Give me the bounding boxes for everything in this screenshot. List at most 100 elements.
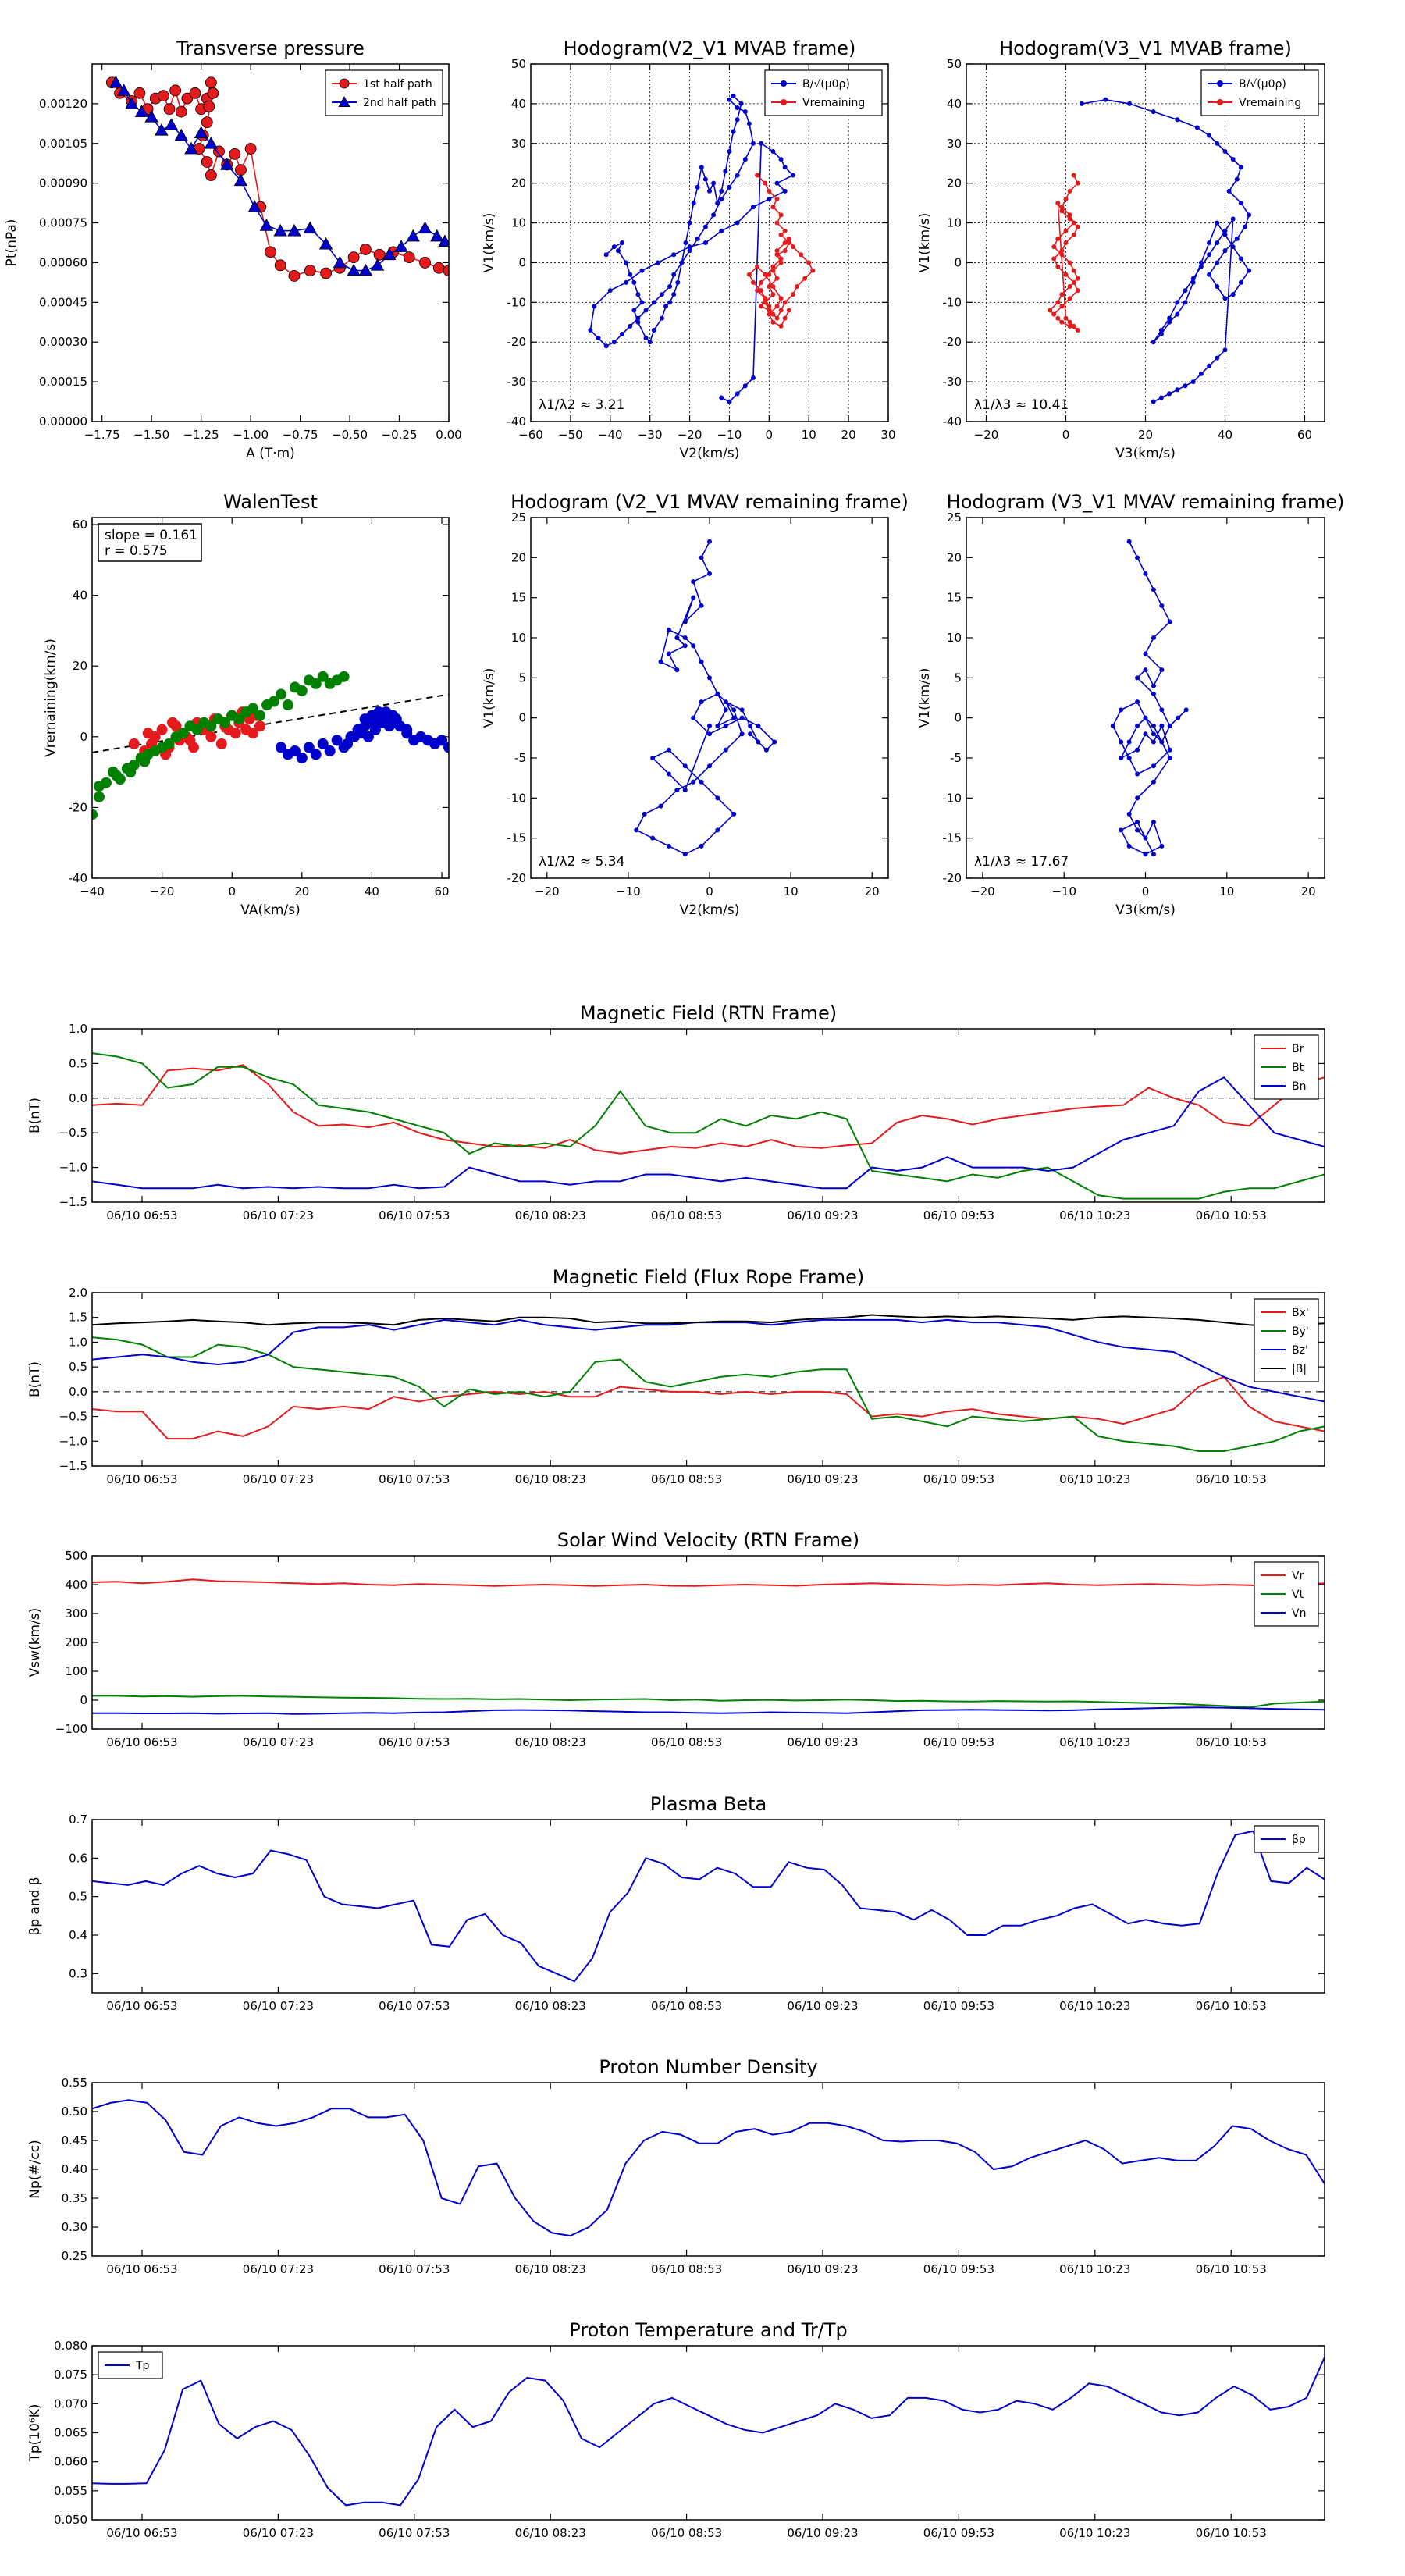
x-tick-label: 06/10 10:23	[1059, 2526, 1130, 2540]
hodogram-v3-v1-mvav-series-s0-point	[1159, 739, 1165, 745]
hodogram-v2-v1-mvab-series-b0-point	[620, 332, 625, 337]
hodogram-v3-v1-mvab-series-vremaining-point	[1048, 308, 1053, 313]
hodogram-v3-v1-mvab-series-b0-point	[1222, 148, 1228, 154]
x-tick-label: 06/10 07:53	[379, 1208, 450, 1222]
legend-label: 2nd half path	[363, 97, 436, 109]
hodogram-v2-v1-mvav-series-s0-point	[674, 667, 680, 673]
annotation-text: slope = 0.161	[105, 528, 197, 543]
x-tick-label: 06/10 06:53	[106, 1208, 177, 1222]
x-tick-label: 06/10 08:23	[515, 2526, 586, 2540]
hodogram-v3-v1-mvab-series-b0-point	[1127, 101, 1133, 106]
x-tick-label: 06/10 09:23	[787, 1735, 858, 1749]
magnetic-field-flux-rope-data	[92, 1314, 1325, 1452]
solar-wind-velocity-data	[92, 1578, 1325, 1715]
hodogram-v3-v1-mvav-series-s0-point	[1135, 747, 1140, 753]
hodogram-v2-v1-mvab-series-b0-point	[767, 197, 772, 202]
hodogram-v3-v1-mvav-series-s0-point	[1119, 707, 1124, 713]
hodogram-v2-v1-mvav-series-s0-point	[682, 763, 688, 769]
transverse-pressure-series-2ndhalfpath-point	[358, 263, 373, 276]
hodogram-v3-v1-mvab-series-b0-point	[1215, 260, 1220, 265]
y-tick-label: −1.5	[59, 1195, 87, 1209]
walen-test-series-s1-point	[163, 738, 175, 749]
hodogram-v2-v1-mvab-series-vremaining-point	[774, 248, 780, 254]
x-tick-label: 06/10 07:53	[379, 2262, 450, 2276]
hodogram-v3-v1-mvab-series-b0-point	[1207, 272, 1212, 277]
walen-test-series-s2-point	[443, 742, 449, 753]
x-tick-label: 0	[766, 428, 774, 442]
hodogram-v2-v1-mvab-series-b0-point	[671, 292, 677, 297]
hodogram-v2-v1-mvab-series-b0-point	[687, 248, 692, 254]
hodogram-v2-v1-mvav-series-s0-point	[715, 691, 720, 696]
x-tick-label: 06/10 09:53	[923, 1735, 994, 1749]
hodogram-v2-v1-mvab-series-vremaining-point	[746, 272, 752, 277]
hodogram-v2-v1-mvab-series-b0-point	[727, 184, 732, 190]
hodogram-v2-v1-mvav-series-s0-point	[658, 803, 663, 809]
hodogram-v2-v1-mvab-series-vremaining-point	[790, 292, 795, 297]
hodogram-v2-v1-mvab-series-b0-point	[683, 240, 688, 245]
hodogram-v3-v1-mvav-panel: Hodogram (V3_V1 MVAV remaining frame) -20…	[917, 491, 1344, 918]
hodogram-v3-v1-mvab-series-vremaining-point	[1063, 272, 1069, 277]
transverse-pressure-title: Transverse pressure	[176, 37, 365, 59]
hodogram-v3-v1-mvab-ylabel: V1(km/s)	[917, 213, 933, 273]
transverse-pressure-series-2ndhalfpath-point	[273, 223, 287, 237]
x-tick-label: 06/10 08:23	[515, 1735, 586, 1749]
walen-test-series-s1-point	[338, 671, 350, 682]
hodogram-v3-v1-mvab-series-vremaining-point	[1059, 248, 1065, 254]
hodogram-v3-v1-mvav-series-s0-point	[1119, 739, 1124, 745]
hodogram-v2-v1-mvab-axes-frame	[530, 63, 889, 422]
x-tick-label: −20	[535, 884, 560, 898]
hodogram-v3-v1-mvav-series-s0-point	[1151, 779, 1156, 785]
transverse-pressure-series-2ndhalfpath-point	[134, 105, 149, 117]
transverse-pressure-data	[105, 75, 449, 282]
x-tick-label: 06/10 06:53	[106, 1472, 177, 1486]
hodogram-v2-v1-mvab-series-b0-point	[702, 176, 708, 182]
walen-test-series-s0-point	[128, 738, 140, 749]
hodogram-v2-v1-mvab-series-b0-point	[719, 197, 724, 202]
walen-test-series-s2-point	[324, 745, 336, 756]
hodogram-v2-v1-mvab-series-vremaining-point	[782, 240, 788, 245]
transverse-pressure-series-2ndhalfpath-point	[333, 255, 347, 269]
legend-label: B/√(μ0ρ)	[802, 78, 850, 91]
x-tick-label: 06/10 10:53	[1196, 2262, 1267, 2276]
x-tick-label: 20	[865, 884, 880, 898]
hodogram-v3-v1-mvab-series-b0-point	[1230, 244, 1236, 250]
hodogram-v2-v1-mvab-series-b0-point	[746, 121, 752, 126]
hodogram-v3-v1-mvab-series-vremaining-point	[1071, 279, 1076, 285]
legend-marker	[339, 78, 350, 89]
transverse-pressure-series-2ndhalfpath-point	[125, 97, 139, 109]
hodogram-v3-v1-mvab-series-vremaining-point	[1059, 292, 1065, 297]
x-tick-label: −40	[598, 428, 623, 442]
hodogram-v2-v1-mvab-series-vremaining-point	[770, 283, 776, 289]
x-tick-label: 10	[802, 428, 816, 442]
hodogram-v3-v1-mvab-series-b0-point	[1151, 399, 1156, 404]
y-tick-label: −0.5	[59, 1410, 87, 1424]
x-tick-label: −20	[974, 428, 999, 442]
y-tick-label: 0.00015	[39, 375, 87, 389]
hodogram-v3-v1-mvab-series-vremaining-point	[1071, 173, 1076, 178]
x-tick-label: 06/10 09:53	[923, 1208, 994, 1222]
transverse-pressure-series-2ndhalfpath-point	[184, 141, 198, 155]
hodogram-v2-v1-mvab-xlabel: V2(km/s)	[680, 446, 740, 461]
hodogram-v2-v1-mvab-series-b0-point	[782, 188, 788, 194]
hodogram-v2-v1-mvav-series-s0-point	[666, 771, 671, 777]
hodogram-v2-v1-mvab-series-vremaining-point	[763, 272, 768, 277]
hodogram-v2-v1-mvab-series-vremaining-point	[759, 279, 764, 285]
transverse-pressure-series-1sthalfpath-point	[201, 116, 213, 129]
hodogram-v3-v1-mvav-series-s0-point	[1135, 795, 1140, 801]
walen-test-series-s0-point	[254, 720, 266, 732]
walen-test-series-s1-point	[275, 688, 286, 700]
magnetic-field-flux-rope-series-bx-line	[92, 1375, 1325, 1440]
proton-number-density-ylabel: Np(#/cc)	[27, 2140, 43, 2198]
walen-test-series-s2-point	[436, 735, 448, 746]
hodogram-v2-v1-mvav-series-s0-point	[666, 747, 671, 753]
hodogram-v2-v1-mvab-series-b0-point	[778, 157, 784, 162]
hodogram-v3-v1-mvav-series-s0-point	[1151, 587, 1156, 592]
y-tick-label: 10	[947, 631, 962, 645]
proton-number-density-series-np-line	[92, 2099, 1325, 2237]
y-tick-label: 0.50	[62, 2105, 87, 2119]
hodogram-v2-v1-mvab-series-b0-point	[659, 292, 664, 297]
hodogram-v3-v1-mvab-annotation: λ1/λ3 ≈ 10.41	[974, 397, 1069, 413]
hodogram-v2-v1-mvab-series-b0-point	[735, 220, 740, 226]
hodogram-v3-v1-mvab-series-vremaining-point	[1051, 256, 1057, 262]
x-tick-label: −0.50	[332, 428, 368, 442]
